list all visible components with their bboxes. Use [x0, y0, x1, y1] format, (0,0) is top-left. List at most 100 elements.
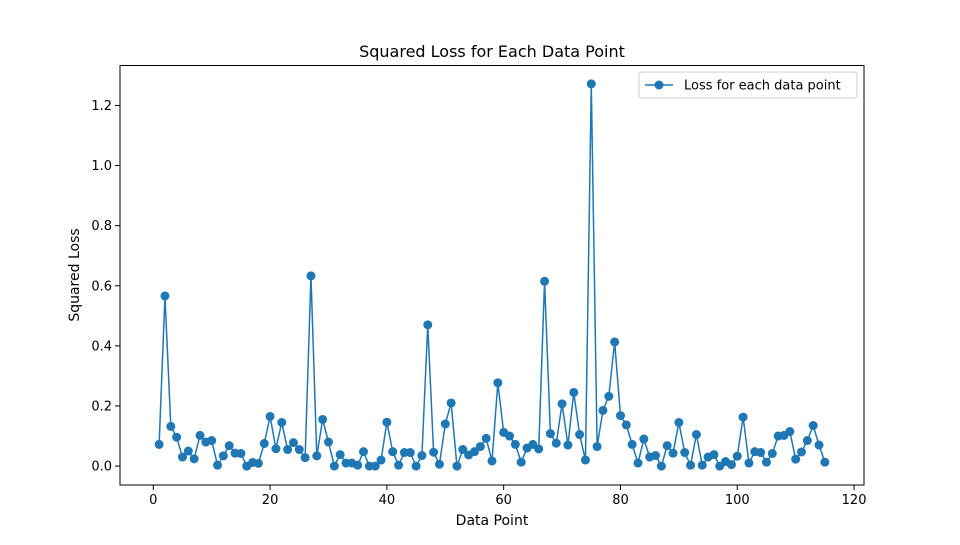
- data-point: [656, 461, 666, 471]
- data-point: [756, 448, 766, 458]
- data-point: [791, 454, 801, 464]
- data-point: [662, 441, 672, 451]
- data-point: [329, 461, 339, 471]
- y-tick-label: 0.2: [91, 399, 112, 414]
- data-point: [388, 447, 398, 457]
- data-point: [738, 412, 748, 422]
- data-point: [551, 438, 561, 448]
- data-point: [668, 448, 678, 458]
- y-tick-label: 0.6: [91, 279, 112, 294]
- data-point: [797, 447, 807, 457]
- data-point: [376, 455, 386, 465]
- data-point: [580, 455, 590, 465]
- y-tick-label: 0.4: [91, 339, 112, 354]
- data-point: [224, 441, 234, 451]
- y-axis: 0.0 0.2 0.4 0.6 0.8 1.0 1.2: [91, 99, 120, 475]
- data-point: [394, 460, 404, 470]
- data-point: [680, 448, 690, 458]
- data-point: [493, 378, 503, 388]
- data-point: [183, 446, 193, 456]
- data-point: [429, 447, 439, 457]
- data-point: [236, 448, 246, 458]
- data-point: [335, 450, 345, 460]
- data-point: [253, 458, 263, 468]
- data-point: [359, 447, 369, 457]
- data-point: [627, 439, 637, 449]
- data-point: [417, 451, 427, 461]
- data-point: [277, 418, 287, 427]
- data-point: [761, 457, 771, 467]
- data-point: [604, 391, 614, 401]
- data-point: [808, 421, 818, 430]
- data-point: [440, 419, 450, 429]
- data-point: [557, 399, 567, 409]
- x-tick-label: 40: [379, 493, 396, 508]
- data-point: [265, 411, 275, 421]
- data-point: [353, 460, 363, 470]
- data-point: [633, 458, 643, 468]
- data-point: [172, 432, 182, 442]
- legend-label: Loss for each data point: [684, 79, 841, 94]
- data-point: [288, 438, 298, 448]
- data-point: [615, 411, 625, 421]
- data-point: [785, 427, 795, 437]
- data-point: [283, 445, 293, 455]
- data-point: [575, 430, 585, 440]
- y-tick-label: 1.2: [91, 99, 112, 114]
- y-axis-title: Squared Loss: [67, 228, 83, 321]
- data-point: [382, 417, 392, 427]
- x-tick-label: 100: [725, 493, 750, 508]
- y-tick-label: 0.8: [91, 219, 112, 234]
- data-point: [686, 460, 696, 470]
- legend: Loss for each data point: [638, 71, 858, 99]
- data-point: [744, 458, 754, 468]
- data-point: [218, 451, 228, 461]
- data-point: [674, 418, 684, 427]
- data-point: [651, 451, 661, 461]
- data-point: [639, 434, 649, 444]
- y-tick-label: 1.0: [91, 159, 112, 174]
- data-point: [592, 442, 602, 452]
- data-point: [306, 271, 316, 281]
- x-axis-title: Data Point: [456, 513, 529, 529]
- data-point: [213, 460, 223, 470]
- data-point: [370, 461, 380, 471]
- data-point: [814, 440, 824, 450]
- data-point: [434, 459, 444, 469]
- data-point: [691, 430, 701, 440]
- data-point: [569, 387, 579, 397]
- data-point: [189, 454, 199, 464]
- x-axis: 0 20 40 60 80 100 120: [149, 485, 866, 508]
- data-point: [516, 457, 526, 467]
- data-point: [767, 448, 777, 458]
- data-point: [271, 444, 281, 454]
- data-point: [312, 451, 322, 461]
- x-tick-label: 0: [149, 493, 157, 508]
- data-point: [732, 451, 742, 461]
- data-point: [405, 448, 415, 458]
- data-point: [534, 444, 544, 454]
- data-point: [300, 453, 310, 463]
- data-point: [294, 445, 304, 455]
- data-point: [621, 420, 631, 430]
- plot-area: [119, 65, 865, 486]
- data-point: [540, 276, 550, 286]
- data-point: [469, 447, 479, 457]
- data-point: [563, 440, 573, 450]
- y-tick-label: 0.0: [91, 460, 112, 475]
- data-point: [160, 291, 170, 301]
- x-tick-label: 60: [495, 493, 512, 508]
- data-point: [820, 457, 830, 467]
- data-point: [475, 442, 485, 452]
- data-point: [726, 460, 736, 470]
- legend-marker-swatch: [654, 80, 664, 90]
- data-point: [446, 398, 456, 408]
- chart-title: Squared Loss for Each Data Point: [359, 42, 625, 61]
- data-point: [323, 437, 333, 447]
- data-point: [207, 436, 217, 446]
- data-point: [802, 436, 812, 446]
- data-point: [598, 405, 608, 415]
- series-layer: [154, 79, 830, 471]
- x-tick-label: 120: [842, 493, 867, 508]
